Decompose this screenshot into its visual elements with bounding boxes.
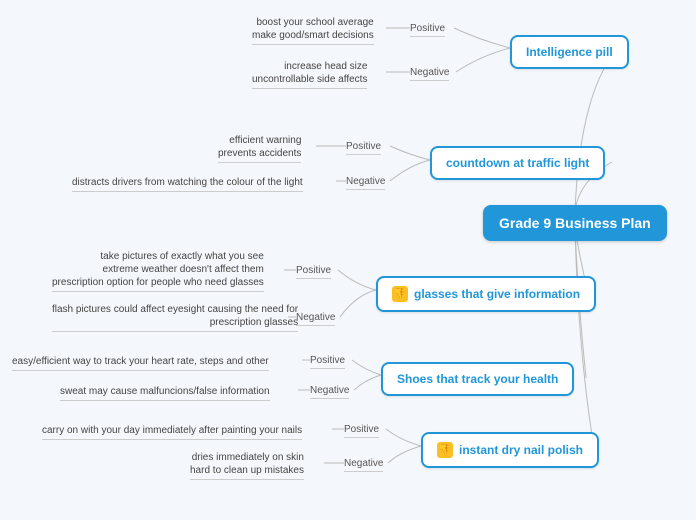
topic-intelligence[interactable]: Intelligence pill (510, 35, 629, 69)
positive-details: carry on with your day immediately after… (42, 424, 302, 440)
negative-details: sweat may cause malfuncions/false inform… (60, 385, 270, 401)
topic-glasses[interactable]: 👍 glasses that give information (376, 276, 596, 312)
topic-shoes[interactable]: Shoes that track your health (381, 362, 574, 396)
topic-label: glasses that give information (414, 287, 580, 301)
negative-label: Negative (410, 67, 449, 81)
negative-details: flash pictures could affect eyesight cau… (52, 303, 298, 332)
positive-details: boost your school averagemake good/smart… (252, 16, 374, 45)
topic-label: Shoes that track your health (397, 372, 558, 386)
positive-details: efficient warningprevents accidents (218, 134, 301, 163)
positive-details: take pictures of exactly what you seeext… (52, 250, 264, 292)
negative-label: Negative (296, 312, 335, 326)
thumbs-down-icon: 👍 (392, 286, 408, 302)
positive-label: Positive (410, 23, 445, 37)
negative-details: increase head sizeuncontrollable side af… (252, 60, 367, 89)
negative-details: distracts drivers from watching the colo… (72, 176, 303, 192)
negative-label: Negative (310, 385, 349, 399)
positive-details: easy/efficient way to track your heart r… (12, 355, 269, 371)
thumbs-down-icon: 👍 (437, 442, 453, 458)
positive-label: Positive (296, 265, 331, 279)
topic-countdown[interactable]: countdown at traffic light (430, 146, 605, 180)
positive-label: Positive (346, 141, 381, 155)
negative-details: dries immediately on skinhard to clean u… (190, 451, 304, 480)
topic-label: instant dry nail polish (459, 443, 583, 457)
topic-nail[interactable]: 👍 instant dry nail polish (421, 432, 599, 468)
negative-label: Negative (346, 176, 385, 190)
root-node[interactable]: Grade 9 Business Plan (483, 205, 667, 241)
positive-label: Positive (344, 424, 379, 438)
topic-label: Intelligence pill (526, 45, 613, 59)
topic-label: countdown at traffic light (446, 156, 589, 170)
negative-label: Negative (344, 458, 383, 472)
positive-label: Positive (310, 355, 345, 369)
root-label: Grade 9 Business Plan (499, 215, 651, 231)
